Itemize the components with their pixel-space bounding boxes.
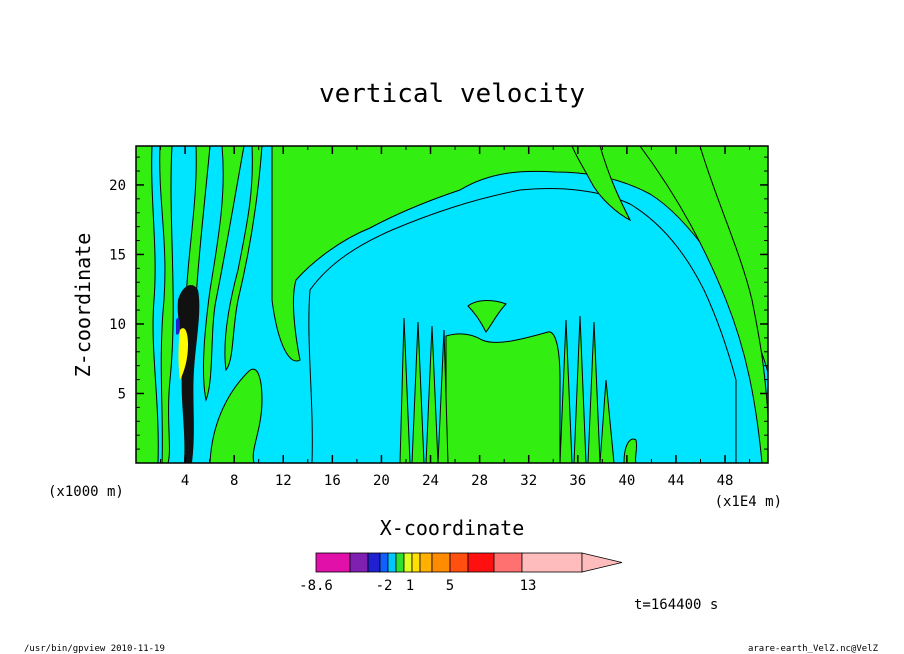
- contour-region-center-block: [445, 331, 561, 463]
- footer-left: /usr/bin/gpview 2010-11-19: [24, 644, 165, 654]
- colorbar-segment: [449, 552, 469, 573]
- plot-area: [136, 146, 768, 463]
- plot-frame: [135, 145, 769, 464]
- colorbar-segment: [493, 552, 523, 573]
- x-tick-label: 24: [422, 473, 439, 489]
- contour-region-center-fingers-left: [399, 317, 449, 463]
- x-tick-label: 36: [569, 473, 586, 489]
- x-unit-left: (x1000 m): [48, 484, 124, 500]
- footer-right: arare-earth_VelZ.nc@VelZ: [748, 644, 879, 654]
- contour-region-center-fingers-right: [559, 315, 615, 463]
- contour-region-left-streak-4: [224, 146, 263, 372]
- colorbar-label: -2: [376, 578, 393, 594]
- colorbar-segment: [411, 552, 421, 573]
- strong-updraft-column: [176, 285, 200, 463]
- colorbar-segment: [467, 552, 495, 573]
- colorbar-arrow: [581, 552, 623, 573]
- colorbar: -8.6 -2 1 5 13: [299, 552, 623, 594]
- colorbar-segment: [349, 552, 369, 573]
- x-tick-label: 48: [717, 473, 734, 489]
- strong-updraft-yellow: [178, 328, 188, 380]
- x-tick-label: 20: [373, 473, 390, 489]
- colorbar-segment: [367, 552, 381, 573]
- y-axis-label: Z-coordinate: [71, 233, 95, 378]
- positive-contour-regions: [136, 146, 768, 463]
- colorbar-segment: [521, 552, 583, 573]
- x-tick-label: 28: [471, 473, 488, 489]
- x-unit-right: (x1E4 m): [715, 494, 782, 510]
- y-tick-label: 20: [109, 178, 126, 194]
- x-tick-label: 16: [324, 473, 341, 489]
- x-tick-label: 40: [618, 473, 635, 489]
- y-tick-label: 5: [118, 386, 126, 402]
- x-tick-label: 8: [230, 473, 238, 489]
- colorbar-segment: [315, 552, 351, 573]
- contour-region-right-band: [639, 146, 768, 463]
- x-tick-label: 32: [520, 473, 537, 489]
- colorbar-label: 5: [446, 578, 454, 594]
- chart-title: vertical velocity: [319, 79, 585, 109]
- colorbar-label: 1: [406, 578, 414, 594]
- colorbar-label: 13: [520, 578, 537, 594]
- x-axis: 4 8 12 16 20 24 28 32 36 40 44 48: [160, 146, 751, 489]
- x-axis-label: X-coordinate: [380, 516, 525, 540]
- contour-region-left-lower: [209, 368, 263, 463]
- colorbar-segment: [379, 552, 389, 573]
- colorbar-segment: [387, 552, 397, 573]
- y-axis: 5 10 15 20: [109, 156, 768, 450]
- x-tick-label: 4: [181, 473, 189, 489]
- contour-region-left-streak-1: [159, 146, 174, 463]
- contour-region-right-top-streaks: [571, 146, 632, 222]
- y-tick-label: 10: [109, 317, 126, 333]
- contour-region-small-blob: [467, 300, 507, 333]
- x-tick-label: 44: [668, 473, 685, 489]
- contour-region-left-edge: [136, 146, 159, 463]
- y-tick-label: 15: [109, 247, 126, 263]
- colorbar-segment: [403, 552, 413, 573]
- colorbar-segment: [431, 552, 451, 573]
- colorbar-segment: [395, 552, 405, 573]
- colorbar-label: -8.6: [299, 578, 333, 594]
- time-label: t=164400 s: [634, 597, 718, 613]
- x-tick-label: 12: [275, 473, 292, 489]
- strong-updraft-blue: [176, 318, 180, 335]
- contour-region-left-streak-3: [202, 146, 245, 402]
- colorbar-segment: [419, 552, 433, 573]
